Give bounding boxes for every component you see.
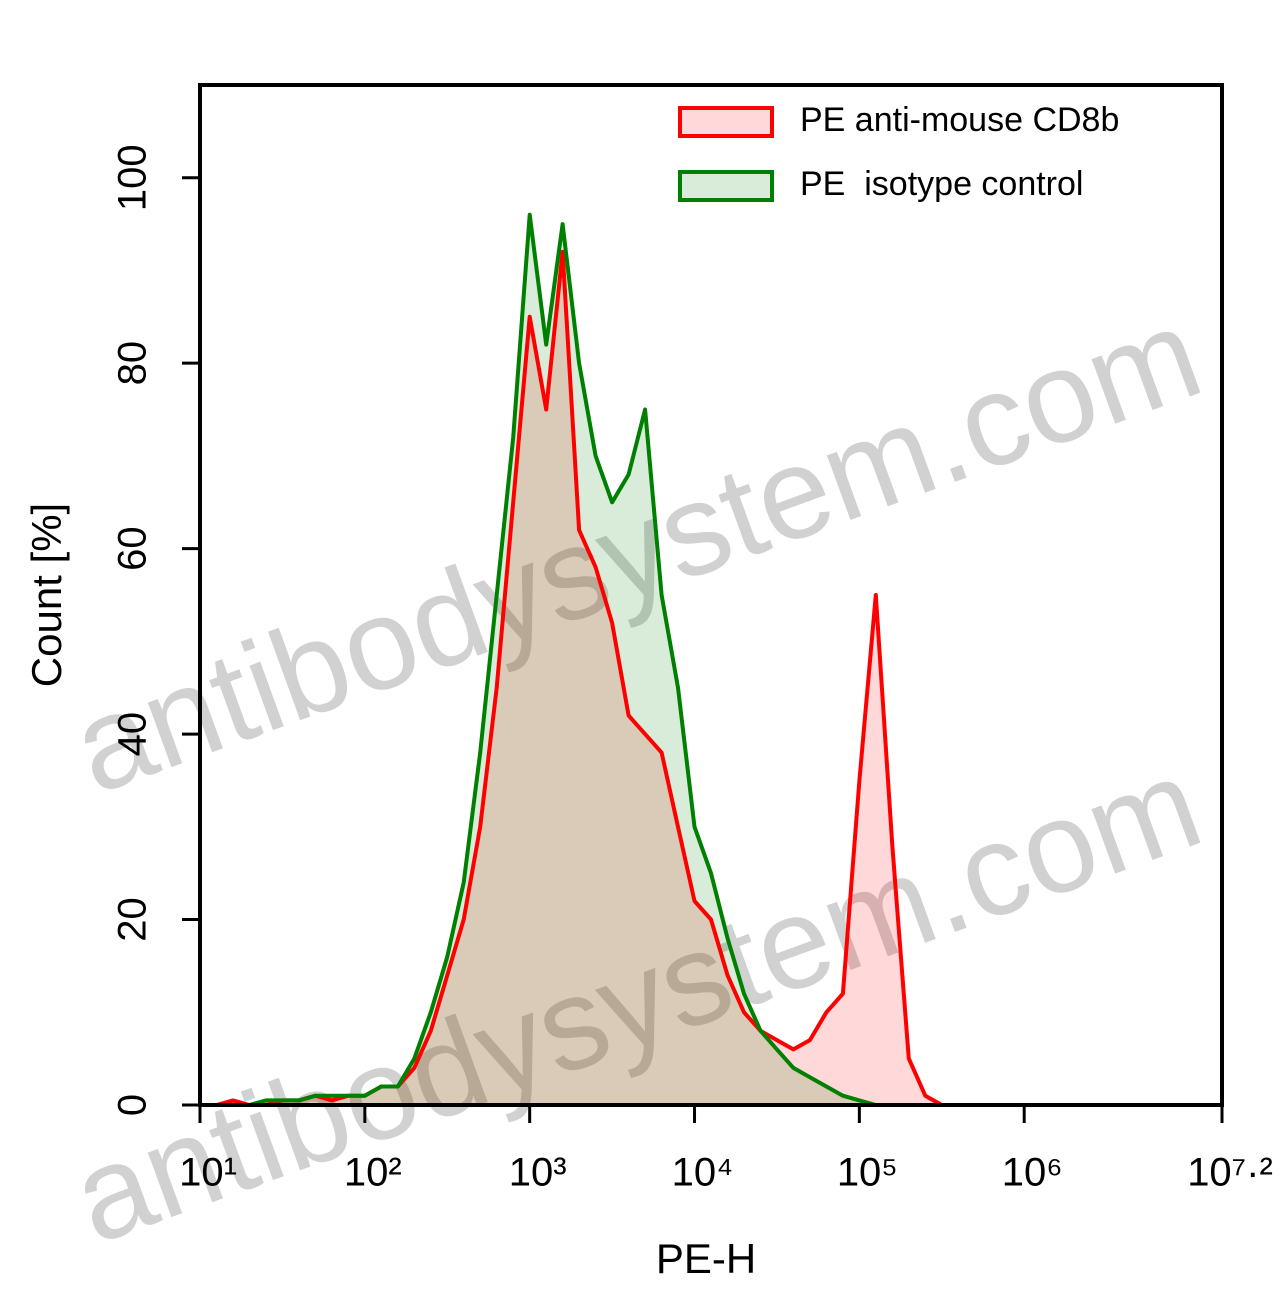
y-tick-label: 40 <box>111 712 155 757</box>
x-tick-label: 10⁴ <box>672 1151 734 1195</box>
legend-swatch <box>678 106 774 138</box>
x-tick-label: 10⁷·² <box>1187 1151 1273 1195</box>
y-tick-label: 20 <box>111 897 155 942</box>
x-tick-label: 10³ <box>509 1151 567 1195</box>
legend-swatch <box>678 170 774 202</box>
plot-frame <box>198 83 1224 1107</box>
y-tick-label: 80 <box>111 341 155 386</box>
y-tick-label: 60 <box>111 526 155 571</box>
series-line <box>200 249 959 1107</box>
legend-label: PE anti-mouse CD8b <box>800 101 1119 139</box>
legend-label: PE isotype control <box>800 165 1083 203</box>
series-area <box>200 214 959 1106</box>
x-tick-label: 10² <box>344 1151 402 1195</box>
series-line <box>200 212 959 1107</box>
y-tick-label: 100 <box>111 144 155 211</box>
series-area <box>200 251 959 1105</box>
x-tick-label: 10⁶ <box>1002 1151 1063 1195</box>
x-tick-label: 10⁵ <box>837 1151 898 1195</box>
y-tick-label: 0 <box>111 1094 155 1116</box>
x-axis-label: PE-H <box>656 1235 756 1282</box>
y-axis-label: Count [%] <box>23 503 70 687</box>
x-tick-label: 10¹ <box>179 1151 237 1195</box>
